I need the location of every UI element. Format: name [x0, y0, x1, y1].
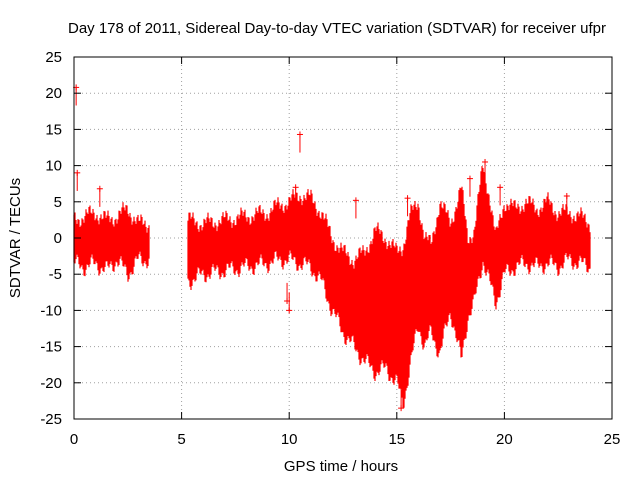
- axis-ticks: 0 5 10 15 20 25 -25 -20 -15 -10 -5 0 5 10 15 20 25: [40, 49, 620, 448]
- x-tick-label: 20: [496, 431, 513, 448]
- chart-title: Day 178 of 2011, Sidereal Day-to-day VTE…: [68, 20, 606, 37]
- x-tick-label: 25: [604, 431, 621, 448]
- y-tick-label: 5: [54, 194, 62, 211]
- outlier-points: [73, 84, 570, 412]
- y-tick-label: -5: [49, 266, 62, 283]
- y-tick-label: 10: [45, 158, 62, 175]
- y-tick-label: 25: [45, 49, 62, 66]
- x-tick-label: 0: [70, 431, 78, 448]
- y-tick-label: -20: [40, 375, 62, 392]
- y-tick-label: -10: [40, 302, 62, 319]
- x-tick-label: 10: [281, 431, 298, 448]
- y-tick-label: -25: [40, 411, 62, 428]
- y-tick-label: 20: [45, 85, 62, 102]
- y-tick-label: 0: [54, 230, 62, 247]
- y-tick-label: -15: [40, 339, 62, 356]
- y-tick-label: 15: [45, 121, 62, 138]
- x-axis-label: GPS time / hours: [284, 458, 398, 475]
- y-axis-label: SDTVAR / TECUs: [7, 178, 24, 298]
- x-tick-label: 5: [177, 431, 185, 448]
- x-tick-label: 15: [388, 431, 405, 448]
- data-envelope: [73, 166, 591, 409]
